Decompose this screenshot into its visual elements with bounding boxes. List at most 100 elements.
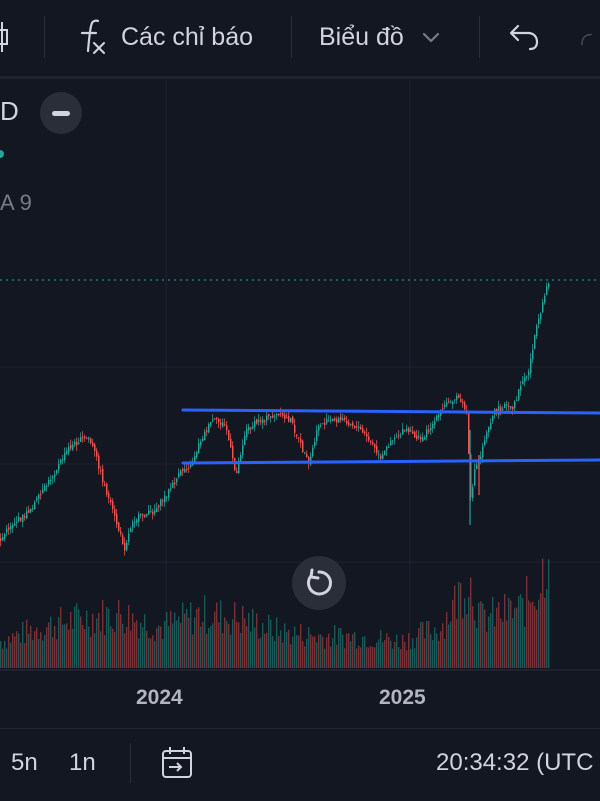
volume-bar: [126, 626, 128, 668]
go-to-date-button[interactable]: [160, 745, 196, 788]
volume-bar: [208, 627, 210, 668]
volume-bar: [390, 640, 392, 668]
candle-body: [450, 402, 452, 404]
volume-bar: [290, 644, 292, 668]
volume-bar: [204, 595, 206, 668]
volume-bar: [492, 596, 494, 668]
indicators-label: Các chỉ báo: [121, 22, 254, 51]
candle-body: [86, 438, 88, 440]
candle-body: [264, 420, 266, 422]
candle-body: [408, 428, 410, 433]
volume-bar: [198, 607, 200, 668]
reset-chart-button[interactable]: [292, 556, 346, 610]
volume-bar: [178, 616, 180, 668]
candle-body: [126, 542, 128, 551]
candle-body: [376, 445, 378, 454]
bottom-separator: [130, 743, 131, 783]
volume-bar: [300, 624, 302, 668]
volume-bar: [386, 633, 388, 668]
volume-bar: [534, 606, 536, 668]
candle-body: [290, 418, 292, 422]
volume-bar: [354, 632, 356, 668]
volume-bar: [284, 623, 286, 668]
candle-body: [244, 435, 246, 446]
candle-body: [22, 514, 24, 523]
candle-body: [530, 358, 532, 373]
volume-bar: [380, 629, 382, 668]
toolbar-separator: [44, 16, 45, 58]
candle-body: [266, 415, 268, 421]
candle-body: [178, 473, 180, 478]
candle-body: [452, 401, 454, 405]
top-toolbar: Các chỉ báo Biểu đồ: [0, 0, 600, 76]
volume-bar: [98, 612, 100, 668]
volume-bar: [154, 641, 156, 668]
volume-bar: [296, 635, 298, 668]
volume-bar: [514, 608, 516, 668]
time-label-2024: 2024: [136, 686, 183, 709]
volume-bar: [222, 633, 224, 668]
volume-bar: [364, 636, 366, 668]
volume-bar: [338, 628, 340, 668]
volume-bar: [156, 628, 158, 668]
candle-body: [310, 456, 312, 465]
candle-body: [382, 454, 384, 460]
range-5-years[interactable]: 5n: [11, 749, 38, 776]
clock-timezone[interactable]: 20:34:32 (UTC: [436, 749, 594, 776]
volume-bar: [526, 575, 528, 668]
chart-type-dropdown[interactable]: Biểu đồ: [319, 14, 440, 60]
time-axis[interactable]: 2024 2025: [0, 672, 600, 726]
candle-body: [76, 441, 78, 446]
indicators-button[interactable]: Các chỉ báo: [74, 14, 253, 60]
candle-body: [54, 474, 56, 477]
volume-bar: [120, 614, 122, 668]
candle-body: [60, 459, 62, 464]
undo-button[interactable]: [508, 14, 540, 60]
volume-bar: [456, 618, 458, 668]
candle-body: [270, 416, 272, 418]
candle-body: [142, 514, 144, 516]
volume-bar: [288, 629, 290, 668]
chart-type-label: Biểu đồ: [319, 22, 404, 51]
volume-bar: [330, 646, 332, 668]
volume-bar: [150, 638, 152, 668]
volume-bar: [378, 639, 380, 668]
volume-bar: [136, 620, 138, 668]
volume-bar: [372, 646, 374, 668]
volume-bar: [254, 627, 256, 668]
candle-body: [62, 459, 64, 461]
volume-bar: [422, 622, 424, 668]
volume-bar: [88, 626, 90, 668]
range-1-year[interactable]: 1n: [69, 749, 96, 776]
volume-bar: [202, 621, 204, 668]
volume-bar: [12, 633, 14, 668]
volume-bar: [424, 638, 426, 668]
candle-body: [472, 487, 474, 499]
redo-button[interactable]: [580, 14, 600, 60]
volume-bar: [326, 637, 328, 668]
volume-bar: [356, 648, 358, 668]
volume-bar: [152, 635, 154, 668]
candle-body: [188, 467, 190, 469]
volume-bar: [382, 642, 384, 668]
candle-body: [92, 442, 94, 447]
collapse-legend-button[interactable]: [40, 92, 82, 134]
volume-bar: [408, 633, 410, 668]
volume-bar: [458, 581, 460, 668]
candle-body: [248, 426, 250, 431]
volume-bar: [446, 612, 448, 668]
candlestick-type-button[interactable]: [0, 14, 18, 60]
volume-bar: [524, 626, 526, 668]
candle-body: [206, 430, 208, 432]
volume-bar: [438, 640, 440, 668]
volume-bar: [394, 642, 396, 668]
volume-bar: [504, 593, 506, 668]
volume-bar: [132, 613, 134, 668]
candle-body: [454, 399, 456, 401]
candle-body: [328, 420, 330, 422]
volume-bar: [216, 602, 218, 668]
volume-bar: [324, 648, 326, 668]
volume-bar: [246, 626, 248, 668]
price-chart[interactable]: [0, 0, 600, 722]
volume-bar: [286, 631, 288, 668]
